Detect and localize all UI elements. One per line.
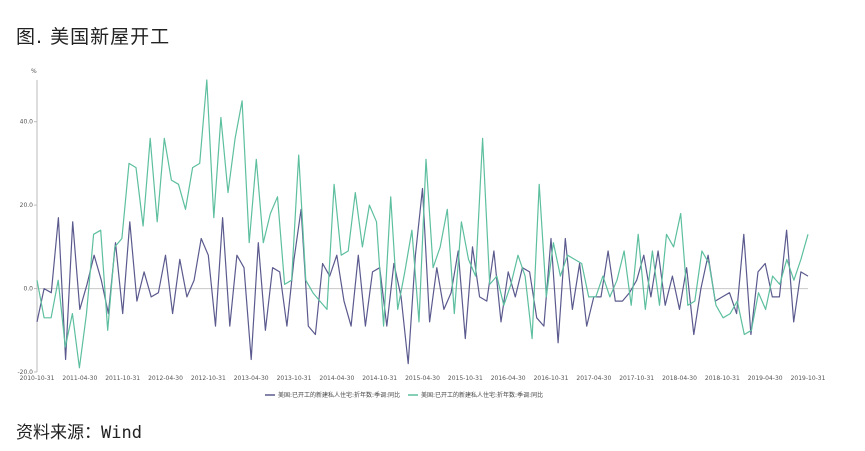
legend-label-1: 美国:已开工的新建私人住宅:折年数:季调:同比 [278,391,400,399]
x-tick-label: 2015-04-30 [405,375,440,382]
x-tick-label: 2019-04-30 [748,375,783,382]
x-tick-label: 2010-10-31 [20,375,55,382]
y-tick-label: 0.0 [23,286,33,293]
y-tick-label: -20.0 [17,369,33,376]
x-tick-label: 2013-10-31 [277,375,312,382]
source-note: 资料来源：Wind [16,418,142,443]
x-tick-label: 2016-04-30 [491,375,526,382]
x-tick-label: 2019-10-31 [791,375,826,382]
x-tick-label: 2011-04-30 [62,375,97,382]
x-tick-label: 2017-10-31 [619,375,654,382]
y-axis-unit-label: % [31,68,37,75]
x-tick-label: 2018-04-30 [662,375,697,382]
x-tick-label: 2012-04-30 [148,375,183,382]
legend-label-2: 美国:已开工的新建私人住宅:折年数:季调:同比 [421,391,543,399]
series-line-1 [36,187,809,365]
x-tick-label: 2015-10-31 [448,375,483,382]
y-tick-label: 40.0 [20,119,34,126]
x-tick-label: 2011-10-31 [105,375,140,382]
x-tick-label: 2016-10-31 [534,375,569,382]
x-tick-label: 2014-04-30 [319,375,354,382]
y-tick-label: 20.0 [20,202,34,209]
series-line-2 [36,79,809,369]
x-tick-label: 2012-10-31 [191,375,226,382]
source-label: 资料来源： [16,423,101,443]
figure-title: 图. 美国新屋开工 [16,26,171,48]
source-name: Wind [101,423,142,443]
x-tick-label: 2014-10-31 [362,375,397,382]
x-tick-label: 2013-04-30 [234,375,269,382]
x-tick-label: 2018-10-31 [705,375,740,382]
x-tick-label: 2017-04-30 [576,375,611,382]
